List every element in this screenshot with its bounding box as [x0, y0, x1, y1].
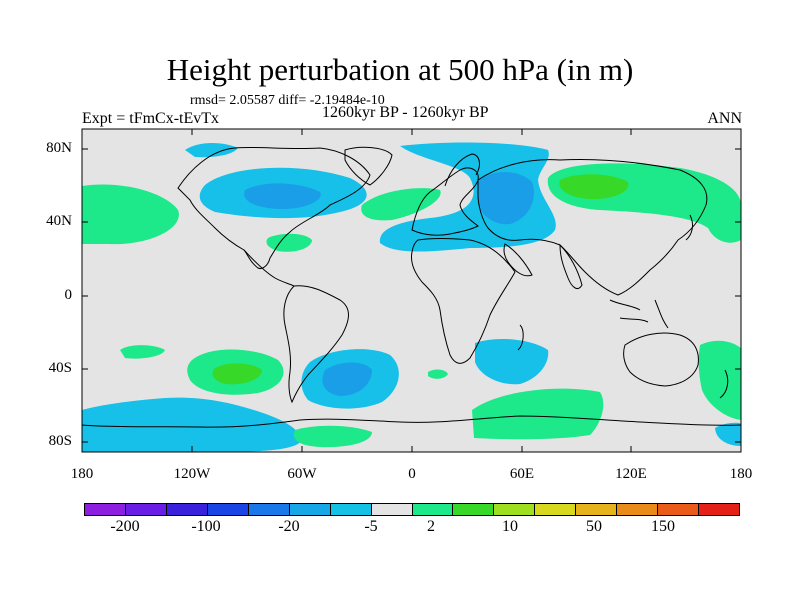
- colorbar-box-1: [125, 504, 167, 515]
- arabia-coast: [503, 243, 533, 277]
- plot-title: Height perturbation at 500 hPa (in m): [166, 52, 634, 87]
- africa-coast: [411, 238, 516, 364]
- anomaly-south-pacific-core: [212, 363, 262, 385]
- colorbar-box-14: [658, 504, 700, 515]
- experiment-label: Expt = tFmCx-tEvTx: [82, 110, 220, 127]
- colorbar-box-10: [494, 504, 536, 515]
- anomaly-southern-ocean-blue: [82, 397, 302, 452]
- colorbar-box-3: [207, 504, 249, 515]
- lon-label-0: 0: [408, 466, 416, 482]
- anomaly-south-atlantic-core: [322, 362, 372, 396]
- colorbar-box-5: [289, 504, 331, 515]
- anomaly-west-atlantic-green: [266, 233, 312, 252]
- anomaly-arctic-blue: [185, 143, 238, 158]
- australia-coast: [623, 332, 699, 387]
- colorbar-box-11: [535, 504, 577, 515]
- north-america-coast: [177, 146, 371, 269]
- anomaly-eurasia-blue: [379, 142, 556, 252]
- colorbar-box-2: [166, 504, 208, 515]
- anomaly-siberia-core: [559, 174, 629, 200]
- colorbar-label: -5: [364, 518, 378, 535]
- scandinavia-coast: [444, 153, 480, 187]
- colorbar-label: -20: [278, 518, 300, 535]
- colorbar-box-9: [453, 504, 495, 515]
- antarctica-coast: [82, 415, 741, 428]
- new-zealand-coast: [719, 369, 729, 399]
- europe-coast: [411, 167, 479, 236]
- colorbar-box-13: [617, 504, 659, 515]
- madagascar-coast: [517, 324, 524, 351]
- colorbar-box-12: [576, 504, 618, 515]
- stats-line: rmsd= 2.05587 diff= -2.19484e-10: [190, 93, 385, 108]
- anomaly-indian-ocean-blue: [475, 338, 549, 385]
- lon-label-60w: 60W: [287, 466, 317, 482]
- anomaly-east-pacific-green: [698, 340, 741, 420]
- anomaly-north-america-core: [244, 183, 321, 210]
- lat-label-0: 0: [64, 287, 73, 303]
- season-label: ANN: [707, 110, 742, 127]
- colorbar-box-0: [85, 504, 126, 515]
- lon-label-180w: 180: [70, 466, 94, 482]
- southeast-asia-islands: [609, 299, 669, 329]
- central-america-coast: [243, 249, 295, 287]
- colorbar-box-15: [699, 504, 739, 515]
- anomaly-southeast-blue: [715, 422, 741, 446]
- coastlines: [82, 146, 741, 428]
- anomaly-atlantic-green: [361, 188, 441, 221]
- colorbar-box-4: [248, 504, 290, 515]
- anomaly-indian-south-green: [472, 388, 604, 440]
- lat-label-40n: 40N: [46, 213, 72, 229]
- anomaly-regions: [82, 142, 741, 452]
- south-america-coast: [283, 285, 349, 404]
- lat-label-80s: 80S: [48, 433, 72, 449]
- anomaly-antarctic-green: [293, 425, 372, 448]
- colorbar-box-8: [412, 504, 454, 515]
- india-coast: [559, 243, 583, 289]
- anomaly-small-green: [428, 369, 448, 379]
- lon-label-120e: 120E: [615, 466, 647, 482]
- lon-label-120w: 120W: [173, 466, 211, 482]
- colorbar-box-7: [371, 504, 413, 515]
- colorbar-label: 2: [427, 518, 435, 535]
- greenland-coast: [344, 146, 393, 186]
- anomaly-north-pacific-green: [82, 184, 179, 245]
- japan-coast: [685, 214, 694, 241]
- colorbar-label: -100: [191, 518, 221, 535]
- colorbar: [84, 503, 740, 516]
- lon-label-60e: 60E: [509, 466, 535, 482]
- lat-label-80n: 80N: [46, 140, 72, 156]
- anomaly-eurasia-core: [478, 171, 534, 225]
- lat-label-40s: 40S: [48, 360, 72, 376]
- colorbar-label: 50: [586, 518, 602, 535]
- asia-coast: [477, 158, 708, 296]
- anomaly-south-pacific-green: [120, 345, 165, 359]
- lon-label-180e: 180: [729, 466, 753, 482]
- colorbar-box-6: [330, 504, 372, 515]
- colorbar-label: 150: [651, 518, 675, 535]
- period-label: 1260kyr BP - 1260kyr BP: [322, 104, 489, 121]
- axis-ticks: [82, 129, 741, 452]
- colorbar-label: -200: [110, 518, 140, 535]
- colorbar-label: 10: [502, 518, 518, 535]
